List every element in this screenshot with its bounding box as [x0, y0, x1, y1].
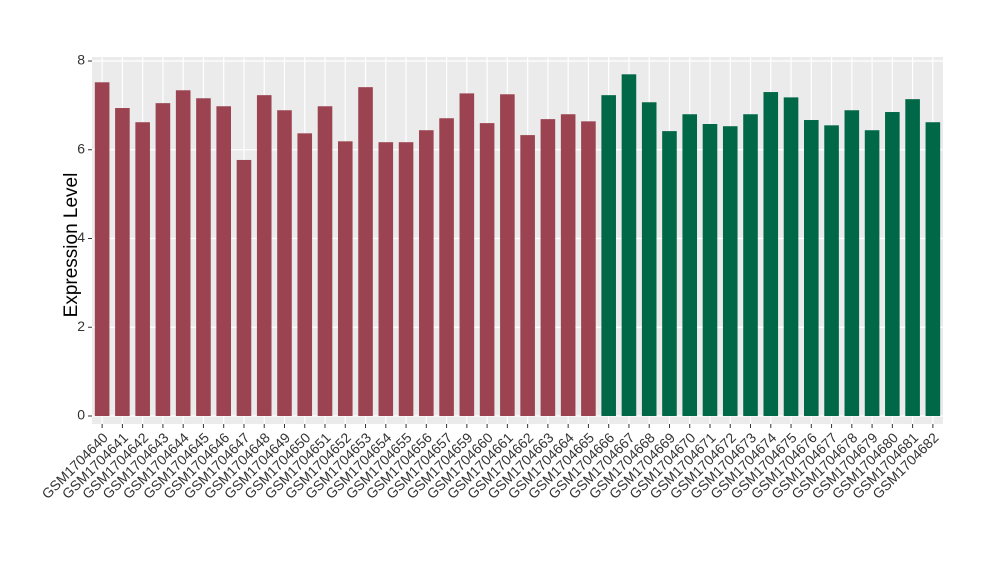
bar — [621, 74, 637, 417]
y-tick-label: 4 — [77, 229, 85, 245]
bar — [358, 87, 373, 417]
bar — [479, 123, 495, 417]
bar — [581, 121, 596, 417]
bar — [662, 131, 677, 417]
bar — [844, 110, 860, 417]
bar — [520, 135, 535, 417]
y-axis-title: Expression Level — [61, 173, 82, 318]
bar — [256, 95, 272, 417]
bar — [236, 159, 252, 417]
bar — [94, 82, 110, 417]
bar — [560, 114, 576, 417]
bar — [459, 93, 475, 417]
y-tick-label: 0 — [77, 407, 85, 423]
bar — [682, 114, 698, 417]
y-tick-label: 6 — [77, 140, 85, 156]
bar — [763, 92, 779, 417]
bar — [864, 130, 880, 417]
y-tick-label: 2 — [77, 318, 85, 334]
bar — [317, 106, 333, 417]
bar — [378, 142, 394, 417]
bar — [824, 125, 839, 417]
plot-panel — [92, 57, 943, 424]
bar — [439, 118, 454, 417]
y-tick-label: 8 — [77, 52, 85, 68]
bar — [175, 90, 191, 417]
bar — [540, 119, 556, 417]
bar — [216, 106, 231, 417]
bar — [804, 120, 819, 417]
bar — [641, 102, 657, 417]
bar — [743, 114, 758, 417]
bar — [155, 103, 171, 417]
bar — [925, 122, 941, 417]
bar — [196, 98, 211, 417]
bar — [398, 142, 414, 417]
bar — [702, 124, 718, 417]
bar — [337, 141, 353, 417]
bar — [297, 133, 313, 417]
bar — [135, 122, 150, 417]
bar — [500, 94, 515, 417]
bar — [115, 108, 130, 417]
bar — [783, 97, 799, 417]
bar — [905, 99, 920, 417]
bar — [722, 126, 738, 417]
bar — [419, 130, 434, 417]
bar — [601, 95, 616, 417]
bar — [277, 110, 292, 417]
bar — [885, 112, 900, 417]
